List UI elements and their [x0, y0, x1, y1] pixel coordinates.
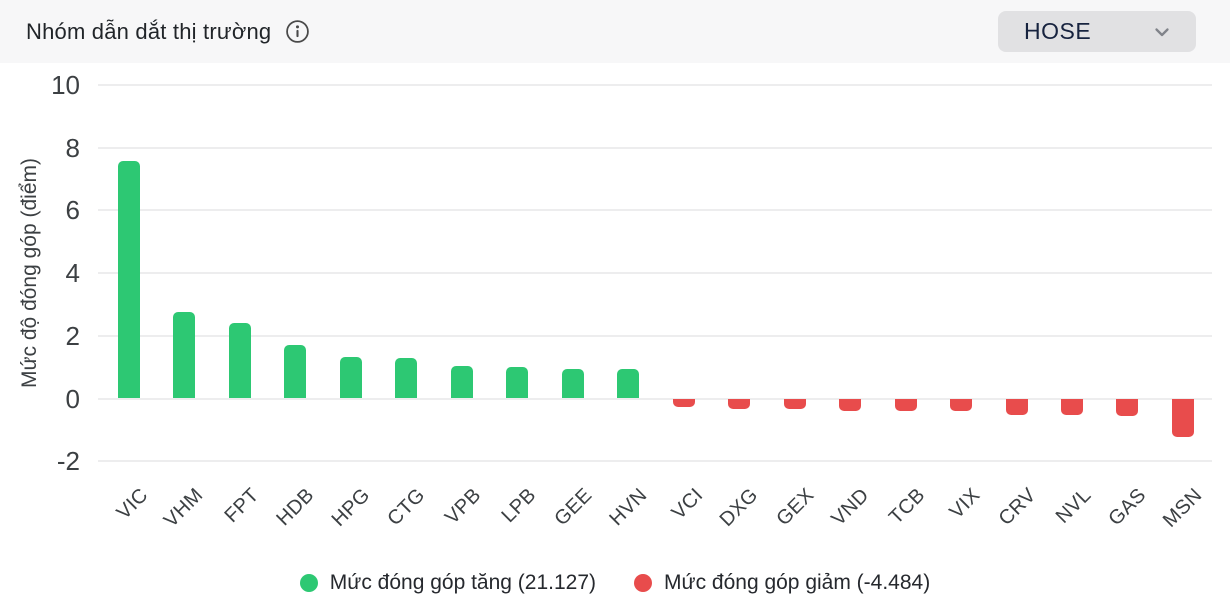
legend-dot-icon — [299, 574, 318, 592]
x-label-GAS: GAS — [1104, 484, 1151, 531]
legend-label: Mức đóng góp giảm (-4.484) — [664, 571, 931, 594]
x-label-HVN: HVN — [605, 484, 652, 531]
x-label-LPB: LPB — [497, 484, 541, 528]
legend-item-decrease[interactable]: Mức đóng góp giảm (-4.484) — [634, 571, 930, 595]
gridline — [98, 397, 1212, 400]
bar-CRV[interactable] — [1005, 398, 1028, 416]
gridline — [98, 209, 1212, 212]
bar-HDB[interactable] — [284, 344, 307, 399]
y-tick-label: -2 — [56, 446, 80, 477]
gridline — [98, 334, 1212, 337]
plot-area: 10 8 6 4 2 0 -2 VIC VHM FPT HDB HPG CTG VPB LPB GEE HVN V… — [0, 63, 1230, 614]
x-label-VHM: VHM — [160, 484, 208, 532]
chart-legend: Mức đóng góp tăng (21.127) Mức đóng góp g… — [0, 571, 1230, 595]
x-label-GEE: GEE — [550, 484, 597, 531]
x-label-CTG: CTG — [383, 484, 430, 531]
card-title: Nhóm dẫn dắt thị trường — [26, 18, 272, 44]
chevron-down-icon — [1150, 20, 1174, 44]
y-tick-label: 8 — [65, 132, 80, 163]
x-label-CRV: CRV — [994, 484, 1040, 530]
contribution-bar-chart: Mức độ đóng góp (điểm) 10 8 6 4 2 0 -2 VIC VHM FP… — [0, 63, 1230, 614]
bar-DXG[interactable] — [728, 398, 751, 409]
y-tick-label: 4 — [65, 258, 80, 289]
bar-GAS[interactable] — [1116, 398, 1139, 417]
bar-VIX[interactable] — [950, 398, 973, 412]
x-label-DXG: DXG — [715, 484, 763, 531]
x-label-NVL: NVL — [1051, 484, 1096, 528]
gridline — [98, 272, 1212, 275]
x-label-VND: VND — [827, 484, 874, 531]
bar-VPB[interactable] — [450, 365, 473, 399]
x-label-HDB: HDB — [272, 484, 319, 531]
info-icon[interactable] — [285, 19, 310, 44]
y-tick-label: 6 — [65, 195, 80, 226]
legend-label: Mức đóng góp tăng (21.127) — [329, 571, 597, 594]
bar-NVL[interactable] — [1060, 398, 1083, 416]
bar-MSN[interactable] — [1171, 398, 1194, 437]
x-label-VIX: VIX — [945, 484, 985, 524]
bar-HPG[interactable] — [339, 356, 362, 399]
bar-VCI[interactable] — [672, 398, 695, 407]
y-tick-label: 0 — [65, 383, 80, 414]
bar-TCB[interactable] — [894, 398, 917, 412]
x-label-HPG: HPG — [327, 484, 375, 531]
legend-dot-icon — [634, 574, 653, 592]
gridline — [98, 146, 1212, 149]
bar-VIC[interactable] — [118, 160, 140, 399]
y-tick-label: 2 — [65, 320, 80, 351]
bar-VHM[interactable] — [173, 311, 196, 399]
bar-LPB[interactable] — [506, 367, 529, 399]
card-header: Nhóm dẫn dắt thị trường HOSE — [0, 0, 1230, 63]
x-label-VPB: VPB — [440, 484, 486, 529]
exchange-dropdown[interactable]: HOSE — [998, 11, 1196, 52]
legend-item-increase[interactable]: Mức đóng góp tăng (21.127) — [299, 571, 597, 595]
bar-VND[interactable] — [839, 398, 862, 411]
x-label-MSN: MSN — [1158, 484, 1207, 532]
bar-FPT[interactable] — [228, 323, 251, 399]
exchange-dropdown-value: HOSE — [1024, 18, 1092, 44]
gridline — [98, 460, 1212, 463]
y-tick-label: 10 — [51, 70, 80, 100]
x-label-VIC: VIC — [112, 484, 153, 524]
bar-GEX[interactable] — [783, 398, 806, 410]
bar-GEE[interactable] — [561, 368, 584, 399]
card-header-left: Nhóm dẫn dắt thị trường — [26, 19, 310, 45]
x-label-TCB: TCB — [884, 484, 930, 529]
bar-CTG[interactable] — [395, 358, 418, 399]
bar-HVN[interactable] — [617, 369, 640, 399]
x-label-FPT: FPT — [220, 484, 264, 528]
x-label-GEX: GEX — [771, 484, 819, 531]
x-label-VCI: VCI — [667, 484, 708, 524]
gridline — [98, 84, 1212, 86]
